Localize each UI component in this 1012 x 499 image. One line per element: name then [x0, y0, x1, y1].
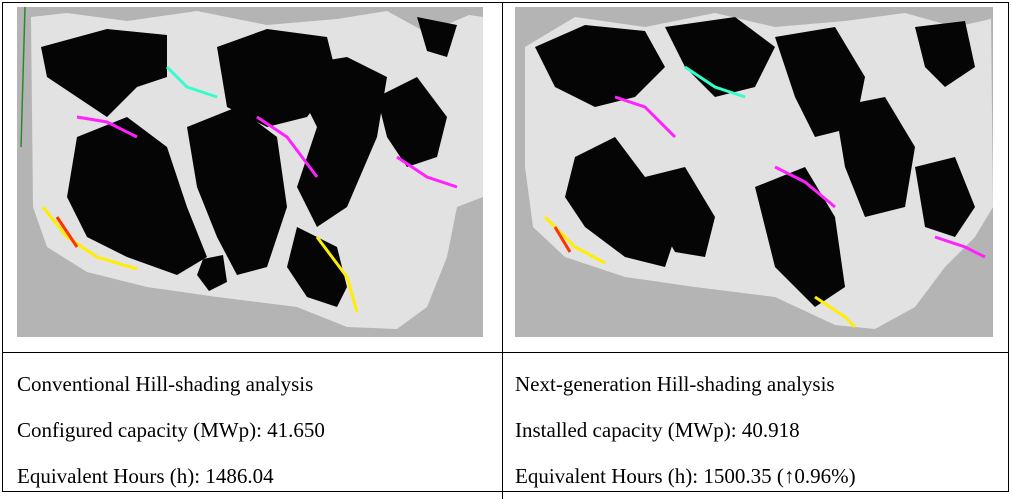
- conventional-caption: Conventional Hill-shading analysis: [17, 372, 314, 396]
- left-image-cell: [3, 3, 503, 353]
- left-caption-cell: Conventional Hill-shading analysis Confi…: [3, 353, 503, 499]
- conventional-terrain-render: [17, 7, 483, 337]
- next-generation-equivalent-hours-text: Equivalent Hours (h): 1500.35 (↑0.96%): [515, 464, 856, 488]
- configured-capacity-text: Configured capacity (MWp): 41.650: [17, 418, 325, 442]
- installed-capacity-text: Installed capacity (MWp): 40.918: [515, 418, 800, 442]
- right-caption-cell: Next-generation Hill-shading analysis In…: [503, 353, 1008, 499]
- right-image-cell: [503, 3, 1008, 353]
- conventional-equivalent-hours-text: Equivalent Hours (h): 1486.04: [17, 464, 274, 488]
- next-generation-caption: Next-generation Hill-shading analysis: [515, 372, 835, 396]
- next-generation-terrain-render: [515, 7, 993, 337]
